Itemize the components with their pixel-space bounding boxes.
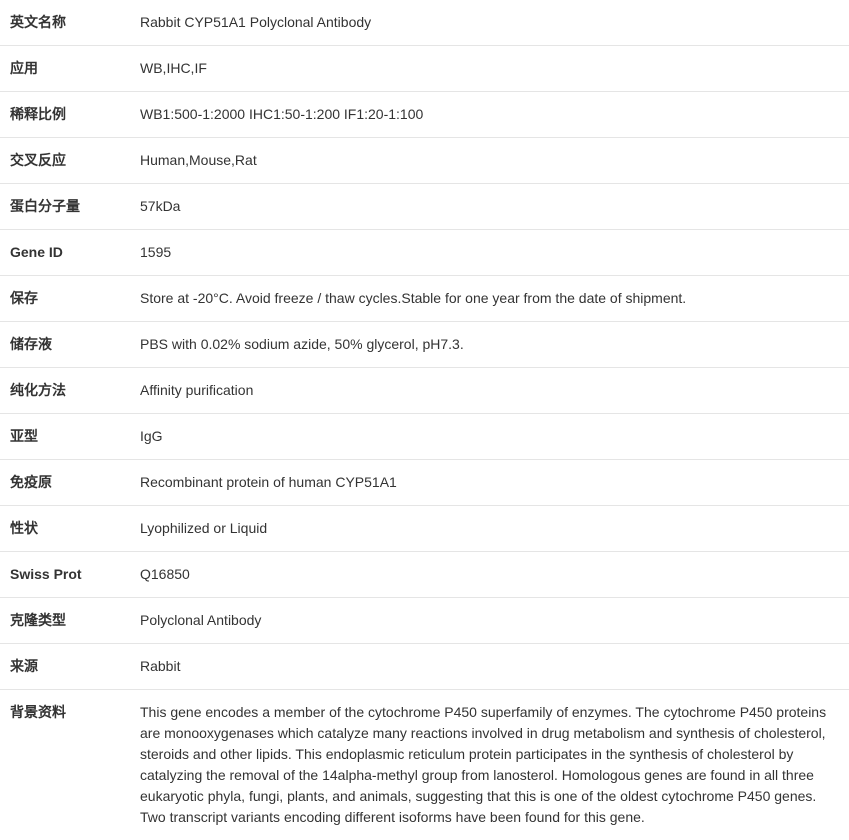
row-value: Rabbit [130, 644, 849, 690]
row-value: WB,IHC,IF [130, 46, 849, 92]
table-row: 性状 Lyophilized or Liquid [0, 506, 849, 552]
row-label: 性状 [0, 506, 130, 552]
table-row: 纯化方法 Affinity purification [0, 368, 849, 414]
row-value: This gene encodes a member of the cytoch… [130, 690, 849, 840]
table-row: 稀释比例 WB1:500-1:2000 IHC1:50-1:200 IF1:20… [0, 92, 849, 138]
row-value: IgG [130, 414, 849, 460]
table-row: 来源 Rabbit [0, 644, 849, 690]
spec-table-body: 英文名称 Rabbit CYP51A1 Polyclonal Antibody … [0, 0, 849, 840]
row-value: 1595 [130, 230, 849, 276]
row-value: Affinity purification [130, 368, 849, 414]
row-value: Lyophilized or Liquid [130, 506, 849, 552]
row-value: Polyclonal Antibody [130, 598, 849, 644]
row-label: 应用 [0, 46, 130, 92]
table-row: 免疫原 Recombinant protein of human CYP51A1 [0, 460, 849, 506]
row-label: Gene ID [0, 230, 130, 276]
row-label: 交叉反应 [0, 138, 130, 184]
row-value: Rabbit CYP51A1 Polyclonal Antibody [130, 0, 849, 46]
row-value: 57kDa [130, 184, 849, 230]
row-value: Human,Mouse,Rat [130, 138, 849, 184]
row-label: Swiss Prot [0, 552, 130, 598]
table-row: 亚型 IgG [0, 414, 849, 460]
row-value: Store at -20°C. Avoid freeze / thaw cycl… [130, 276, 849, 322]
row-label: 蛋白分子量 [0, 184, 130, 230]
product-spec-table: 英文名称 Rabbit CYP51A1 Polyclonal Antibody … [0, 0, 849, 840]
table-row: 英文名称 Rabbit CYP51A1 Polyclonal Antibody [0, 0, 849, 46]
table-row: 背景资料 This gene encodes a member of the c… [0, 690, 849, 840]
table-row: Gene ID 1595 [0, 230, 849, 276]
table-row: 储存液 PBS with 0.02% sodium azide, 50% gly… [0, 322, 849, 368]
row-label: 纯化方法 [0, 368, 130, 414]
table-row: 蛋白分子量 57kDa [0, 184, 849, 230]
table-row: 应用 WB,IHC,IF [0, 46, 849, 92]
row-value: WB1:500-1:2000 IHC1:50-1:200 IF1:20-1:10… [130, 92, 849, 138]
row-label: 储存液 [0, 322, 130, 368]
row-value: Q16850 [130, 552, 849, 598]
row-label: 克隆类型 [0, 598, 130, 644]
row-label: 来源 [0, 644, 130, 690]
row-label: 英文名称 [0, 0, 130, 46]
table-row: 保存 Store at -20°C. Avoid freeze / thaw c… [0, 276, 849, 322]
table-row: 交叉反应 Human,Mouse,Rat [0, 138, 849, 184]
row-label: 免疫原 [0, 460, 130, 506]
table-row: 克隆类型 Polyclonal Antibody [0, 598, 849, 644]
table-row: Swiss Prot Q16850 [0, 552, 849, 598]
row-value: Recombinant protein of human CYP51A1 [130, 460, 849, 506]
row-label: 稀释比例 [0, 92, 130, 138]
row-label: 亚型 [0, 414, 130, 460]
row-label: 背景资料 [0, 690, 130, 840]
row-value: PBS with 0.02% sodium azide, 50% glycero… [130, 322, 849, 368]
row-label: 保存 [0, 276, 130, 322]
